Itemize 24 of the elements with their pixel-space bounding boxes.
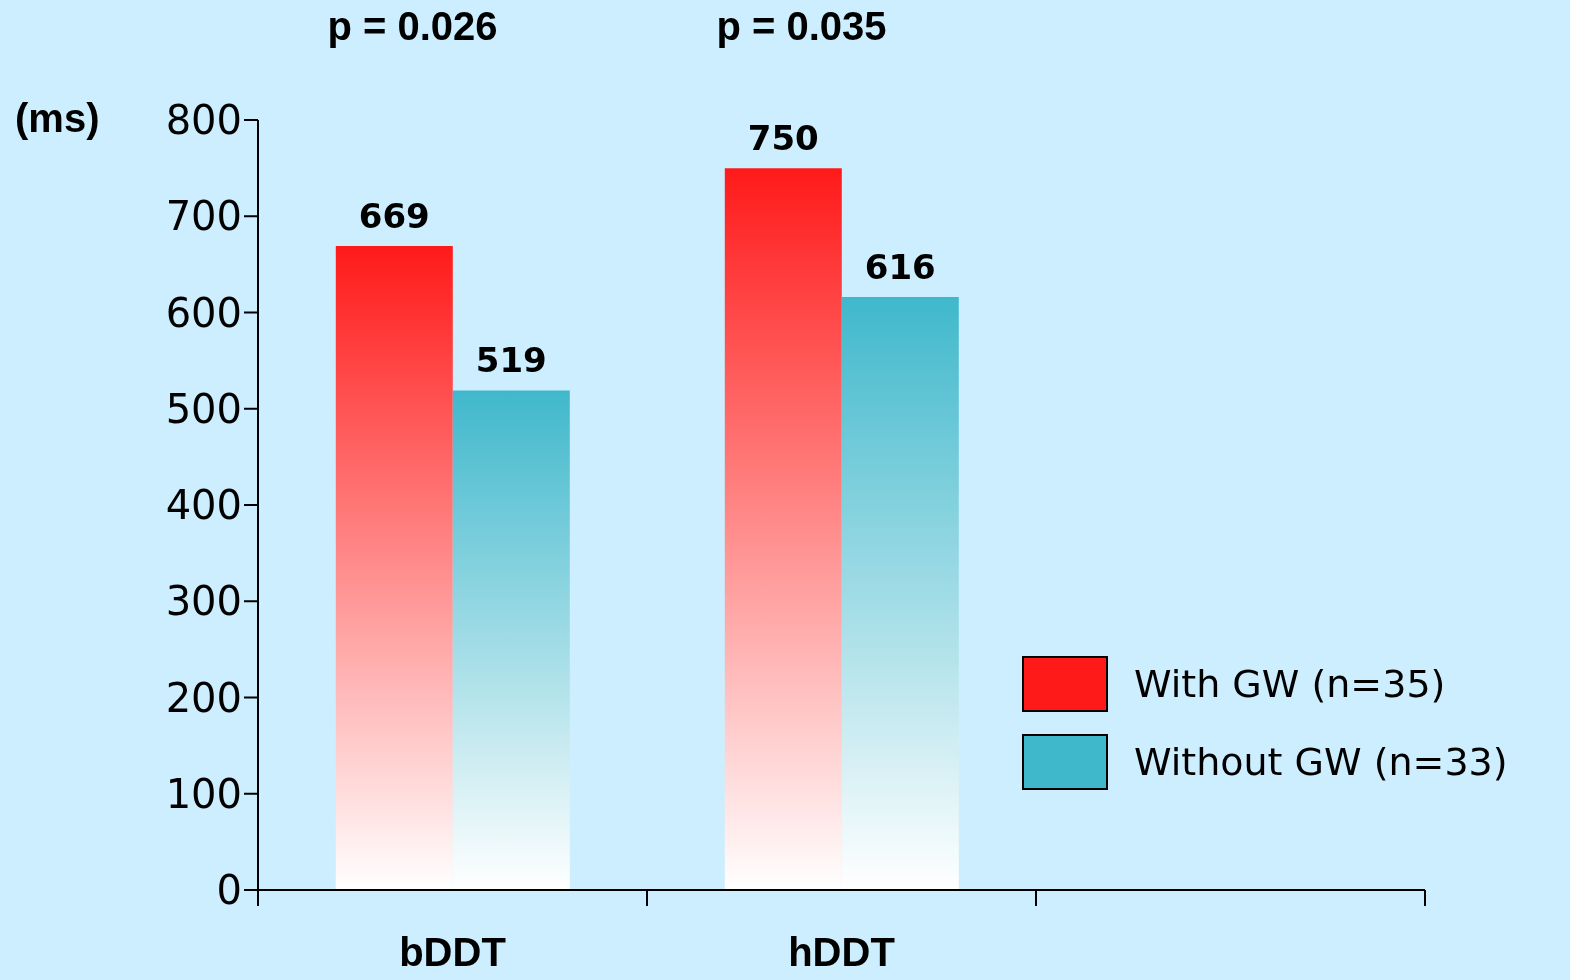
- bar: [335, 246, 453, 890]
- y-tick-label: 400: [165, 482, 242, 529]
- bar: [841, 297, 959, 890]
- legend-label: With GW (n=35): [1134, 662, 1446, 706]
- text: p = 0.026: [326, 4, 499, 49]
- y-tick-label: 300: [165, 578, 242, 625]
- y-axis-title: (ms): [15, 96, 100, 140]
- text: p = 0.035: [715, 4, 888, 49]
- y-tick-label: 100: [165, 770, 242, 817]
- y-tick-label: 200: [165, 674, 242, 721]
- y-tick-label: 700: [165, 193, 242, 240]
- y-tick-label: 600: [165, 289, 242, 336]
- bar: [452, 390, 570, 890]
- data-label: 519: [475, 340, 547, 381]
- y-tick-label: 500: [165, 385, 242, 432]
- data-label: 669: [358, 196, 430, 237]
- data-label: 616: [864, 247, 936, 288]
- y-tick-label: 0: [216, 867, 242, 914]
- data-label: 750: [747, 118, 819, 159]
- legend-label: Without GW (n=33): [1134, 740, 1508, 784]
- y-tick-label: 800: [165, 97, 242, 144]
- x-tick-label: hDDT: [788, 930, 895, 974]
- x-tick-label: bDDT: [399, 930, 506, 974]
- bar: [724, 168, 842, 890]
